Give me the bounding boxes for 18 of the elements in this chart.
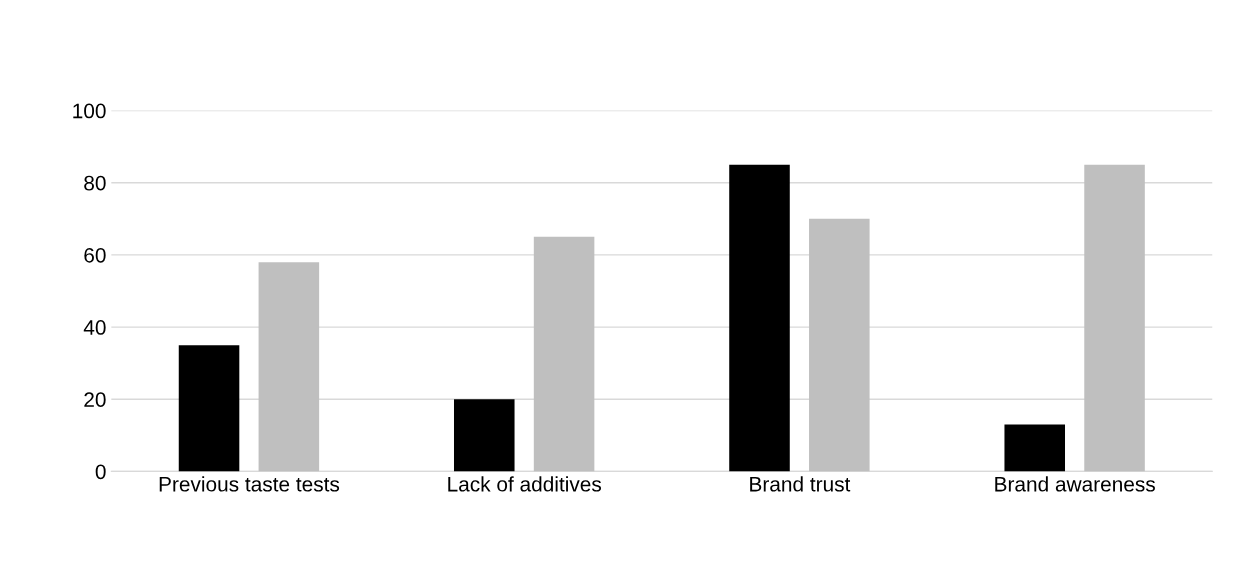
bar <box>1004 424 1066 472</box>
y-tick-label: 20 <box>84 392 106 408</box>
x-tick-label: Brand awareness <box>995 476 1155 492</box>
bar <box>809 218 870 472</box>
y-tick-label: 100 <box>73 103 106 119</box>
x-tick-label: Lack of additives <box>448 476 602 492</box>
y-tick-label: 60 <box>84 247 106 263</box>
y-tick-label: 40 <box>83 320 106 335</box>
bar <box>453 399 515 472</box>
bar <box>258 262 320 472</box>
bar <box>729 164 790 472</box>
bar <box>533 236 595 472</box>
y-tick-label: 0 <box>95 464 106 480</box>
bar <box>1084 164 1145 472</box>
x-tick-label: Brand trust <box>750 476 851 492</box>
y-tick-label: 80 <box>84 175 106 191</box>
x-tick-label: Previous taste tests <box>159 476 340 492</box>
bar <box>178 345 240 472</box>
